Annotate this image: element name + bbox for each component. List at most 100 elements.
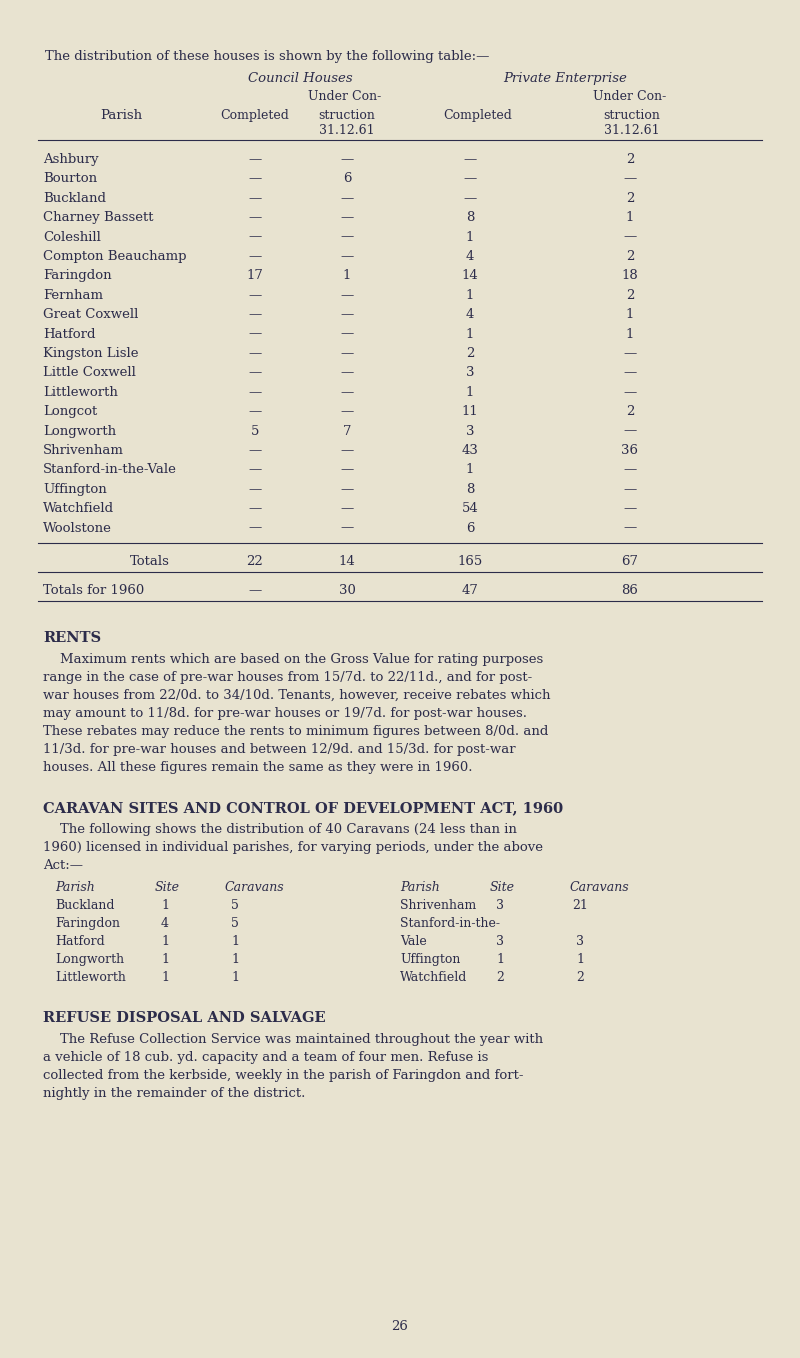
Text: 1: 1 — [231, 953, 239, 966]
Text: —: — — [340, 463, 354, 477]
Text: Private Enterprise: Private Enterprise — [503, 72, 627, 86]
Text: 1: 1 — [466, 327, 474, 341]
Text: Woolstone: Woolstone — [43, 521, 112, 535]
Text: range in the case of pre-war houses from 15/7d. to 22/11d., and for post-: range in the case of pre-war houses from… — [43, 671, 532, 684]
Text: —: — — [463, 153, 477, 166]
Text: 1: 1 — [161, 936, 169, 948]
Text: The Refuse Collection Service was maintained throughout the year with: The Refuse Collection Service was mainta… — [43, 1033, 543, 1046]
Text: 6: 6 — [466, 521, 474, 535]
Text: 1: 1 — [496, 953, 504, 966]
Text: —: — — [340, 405, 354, 418]
Text: Watchfield: Watchfield — [43, 502, 114, 515]
Text: Longworth: Longworth — [43, 425, 116, 437]
Text: —: — — [340, 444, 354, 458]
Text: Faringdon: Faringdon — [43, 269, 112, 282]
Text: Littleworth: Littleworth — [43, 386, 118, 399]
Text: —: — — [340, 386, 354, 399]
Text: 14: 14 — [462, 269, 478, 282]
Text: —: — — [340, 212, 354, 224]
Text: —: — — [623, 367, 637, 379]
Text: 1: 1 — [466, 231, 474, 243]
Text: 8: 8 — [466, 483, 474, 496]
Text: RENTS: RENTS — [43, 631, 101, 645]
Text: 2: 2 — [496, 971, 504, 985]
Text: —: — — [340, 327, 354, 341]
Text: —: — — [248, 231, 262, 243]
Text: —: — — [248, 463, 262, 477]
Text: 1: 1 — [231, 936, 239, 948]
Text: Parish: Parish — [100, 109, 142, 122]
Text: Site: Site — [155, 881, 180, 894]
Text: Kingston Lisle: Kingston Lisle — [43, 348, 138, 360]
Text: —: — — [248, 584, 262, 598]
Text: 1: 1 — [466, 463, 474, 477]
Text: struction: struction — [318, 109, 375, 122]
Text: —: — — [340, 250, 354, 263]
Text: —: — — [623, 348, 637, 360]
Text: —: — — [623, 463, 637, 477]
Text: —: — — [340, 367, 354, 379]
Text: 47: 47 — [462, 584, 478, 598]
Text: Under Con-: Under Con- — [308, 90, 382, 103]
Text: —: — — [248, 386, 262, 399]
Text: 11: 11 — [462, 405, 478, 418]
Text: —: — — [248, 405, 262, 418]
Text: 3: 3 — [466, 425, 474, 437]
Text: Compton Beauchamp: Compton Beauchamp — [43, 250, 186, 263]
Text: Longcot: Longcot — [43, 405, 98, 418]
Text: Faringdon: Faringdon — [55, 917, 120, 930]
Text: Bourton: Bourton — [43, 172, 97, 186]
Text: Site: Site — [490, 881, 515, 894]
Text: —: — — [623, 502, 637, 515]
Text: 18: 18 — [622, 269, 638, 282]
Text: —: — — [248, 483, 262, 496]
Text: Caravans: Caravans — [225, 881, 285, 894]
Text: nightly in the remainder of the district.: nightly in the remainder of the district… — [43, 1086, 306, 1100]
Text: Caravans: Caravans — [570, 881, 630, 894]
Text: 36: 36 — [622, 444, 638, 458]
Text: Uffington: Uffington — [400, 953, 460, 966]
Text: —: — — [623, 231, 637, 243]
Text: —: — — [340, 191, 354, 205]
Text: Stanford-in-the-: Stanford-in-the- — [400, 917, 500, 930]
Text: —: — — [248, 502, 262, 515]
Text: —: — — [340, 153, 354, 166]
Text: 165: 165 — [458, 555, 482, 568]
Text: may amount to 11/8d. for pre-war houses or 19/7d. for post-war houses.: may amount to 11/8d. for pre-war houses … — [43, 708, 527, 720]
Text: a vehicle of 18 cub. yd. capacity and a team of four men. Refuse is: a vehicle of 18 cub. yd. capacity and a … — [43, 1051, 488, 1065]
Text: —: — — [248, 191, 262, 205]
Text: 30: 30 — [338, 584, 355, 598]
Text: Parish: Parish — [55, 881, 94, 894]
Text: Under Con-: Under Con- — [594, 90, 666, 103]
Text: Totals for 1960: Totals for 1960 — [43, 584, 144, 598]
Text: Act:—: Act:— — [43, 860, 83, 872]
Text: These rebates may reduce the rents to minimum figures between 8/0d. and: These rebates may reduce the rents to mi… — [43, 725, 548, 737]
Text: Parish: Parish — [400, 881, 440, 894]
Text: Buckland: Buckland — [55, 899, 114, 913]
Text: —: — — [340, 483, 354, 496]
Text: Shrivenham: Shrivenham — [43, 444, 124, 458]
Text: —: — — [248, 172, 262, 186]
Text: 2: 2 — [626, 250, 634, 263]
Text: REFUSE DISPOSAL AND SALVAGE: REFUSE DISPOSAL AND SALVAGE — [43, 1010, 326, 1025]
Text: Buckland: Buckland — [43, 191, 106, 205]
Text: 1: 1 — [161, 971, 169, 985]
Text: Council Houses: Council Houses — [248, 72, 352, 86]
Text: 22: 22 — [246, 555, 263, 568]
Text: Uffington: Uffington — [43, 483, 106, 496]
Text: Charney Bassett: Charney Bassett — [43, 212, 154, 224]
Text: Shrivenham: Shrivenham — [400, 899, 476, 913]
Text: —: — — [623, 386, 637, 399]
Text: 86: 86 — [622, 584, 638, 598]
Text: 43: 43 — [462, 444, 478, 458]
Text: 54: 54 — [462, 502, 478, 515]
Text: —: — — [340, 289, 354, 301]
Text: 5: 5 — [231, 917, 239, 930]
Text: 1: 1 — [161, 899, 169, 913]
Text: —: — — [248, 327, 262, 341]
Text: Little Coxwell: Little Coxwell — [43, 367, 136, 379]
Text: collected from the kerbside, weekly in the parish of Faringdon and fort-: collected from the kerbside, weekly in t… — [43, 1069, 523, 1082]
Text: —: — — [463, 191, 477, 205]
Text: Completed: Completed — [221, 109, 290, 122]
Text: 67: 67 — [622, 555, 638, 568]
